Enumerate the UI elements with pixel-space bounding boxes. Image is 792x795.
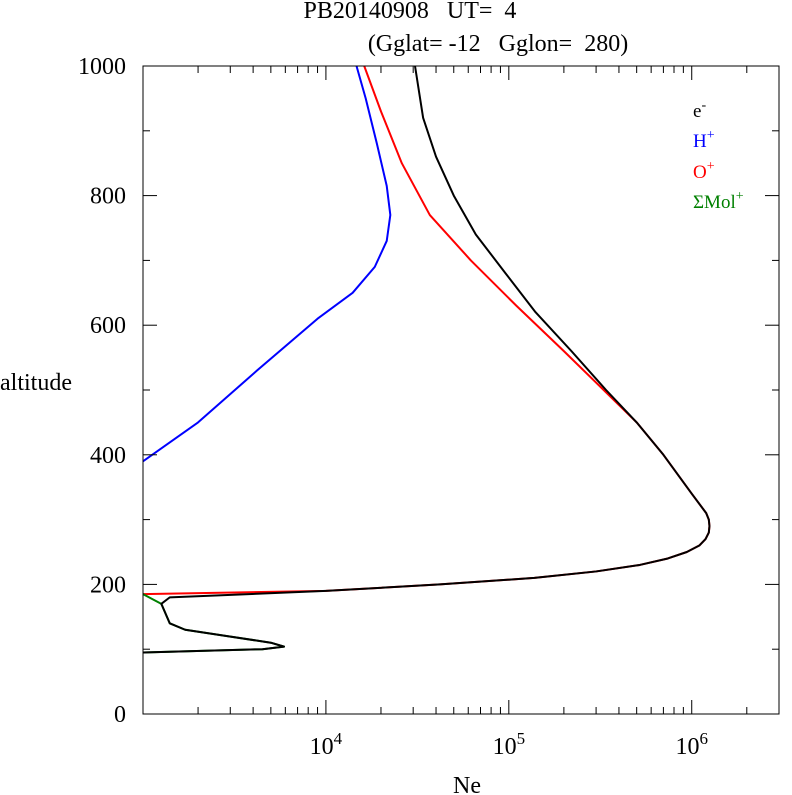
x-tick-label: 105 bbox=[493, 729, 525, 760]
y-tick-label: 800 bbox=[90, 184, 126, 210]
x-tick-label: 104 bbox=[310, 729, 343, 760]
legend-entry: O+ bbox=[693, 159, 715, 183]
x-axis-label: Ne bbox=[453, 773, 481, 795]
chart-title-line-1: PB20140908 UT= 4 bbox=[304, 0, 517, 24]
series-line-0 bbox=[142, 65, 711, 654]
axes-layer: 0 200 400 600 800 1000 104 105 106 bbox=[78, 54, 780, 760]
y-tick-label: 600 bbox=[90, 313, 126, 339]
legend-entry: e- bbox=[693, 98, 706, 122]
y-tick-label: 1000 bbox=[78, 54, 126, 80]
y-tick-label: 400 bbox=[90, 443, 126, 469]
series-line-1 bbox=[142, 65, 392, 463]
series-line-2 bbox=[142, 65, 711, 596]
series-layer bbox=[142, 65, 711, 654]
y-axis-label: altitude bbox=[0, 370, 72, 396]
legend: e- H+ O+ ΣMol+ bbox=[693, 98, 744, 213]
y-tick-label: 200 bbox=[90, 572, 126, 598]
legend-entry: H+ bbox=[693, 128, 715, 152]
plot-frame bbox=[142, 65, 780, 715]
x-tick-label: 106 bbox=[675, 729, 708, 760]
legend-entry: ΣMol+ bbox=[693, 189, 744, 213]
y-tick-label: 0 bbox=[114, 702, 126, 728]
chart-title-line-2: (Gglat= -12 Gglon= 280) bbox=[368, 31, 628, 57]
